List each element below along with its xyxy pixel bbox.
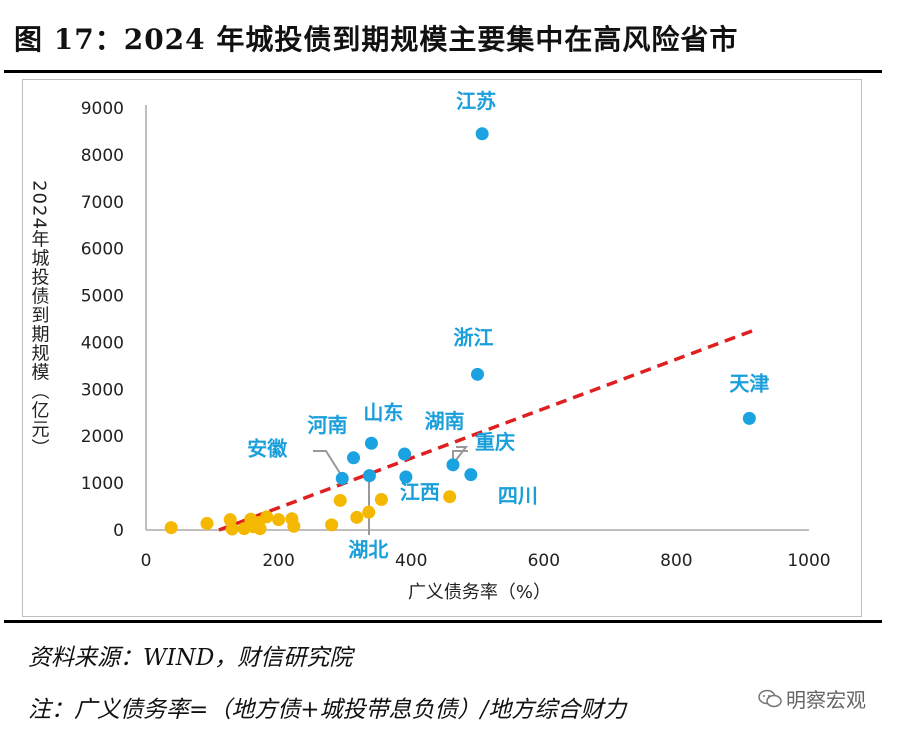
- data-point: [374, 493, 388, 507]
- chart-frame: 0 1000 2000 3000 4000 5000 6000 7000 8000 9000 0 20…: [22, 79, 862, 617]
- y-tick-label: 6000: [81, 240, 124, 260]
- point-label: 山东: [363, 400, 403, 424]
- data-point: [333, 493, 347, 507]
- y-tick-label: 1000: [81, 474, 124, 494]
- data-point-province: [399, 470, 413, 484]
- scatter-chart: 0 1000 2000 3000 4000 5000 6000 7000 8000 9000 0 20…: [29, 89, 831, 603]
- point-label: 天津: [729, 371, 769, 395]
- x-tick-label: 200: [262, 551, 294, 571]
- y-tick-label: 2000: [81, 427, 124, 447]
- x-tick-label: 0: [141, 551, 152, 571]
- bottom-rule: [4, 620, 882, 623]
- data-point: [164, 521, 178, 535]
- leader-line: [313, 450, 344, 479]
- watermark: 明察宏观: [758, 684, 866, 713]
- x-axis-title: 广义债务率（%）: [408, 582, 551, 603]
- y-tick-label: 9000: [81, 99, 124, 119]
- data-point-province: [398, 447, 412, 461]
- data-point: [350, 510, 364, 524]
- source-note: 资料来源：WIND，财信研究院: [28, 645, 353, 671]
- definition-note: 注：广义债务率=（地方债+城投带息负债）/地方综合财力: [28, 697, 627, 723]
- data-point: [200, 516, 214, 530]
- y-tick-label: 8000: [81, 146, 124, 166]
- x-tick-label: 1000: [787, 551, 830, 571]
- data-point: [325, 518, 339, 532]
- data-point: [225, 522, 239, 536]
- leader-line: [452, 446, 469, 465]
- data-point-province: [742, 411, 756, 425]
- data-point: [253, 522, 267, 536]
- data-point-province: [335, 471, 349, 485]
- y-tick-label: 0: [113, 521, 124, 541]
- trendline: [218, 329, 754, 532]
- data-point-province: [475, 127, 489, 141]
- x-tick-label: 800: [660, 551, 692, 571]
- data-point: [443, 490, 457, 504]
- watermark-text: 明察宏观: [786, 688, 866, 712]
- data-point-province: [347, 451, 361, 465]
- point-label: 四川: [498, 484, 538, 508]
- figure-title: 图 17：2024 年城投债到期规模主要集中在高风险省市: [14, 23, 739, 56]
- point-label: 浙江: [454, 325, 494, 349]
- wechat-icon: [758, 689, 782, 707]
- top-rule: [4, 70, 882, 73]
- point-label: 江苏: [456, 89, 496, 113]
- y-tick-label: 3000: [81, 380, 124, 400]
- data-point: [260, 510, 274, 524]
- data-point-province: [464, 468, 478, 482]
- point-label: 安徽: [247, 436, 288, 460]
- x-tick-label: 400: [395, 551, 427, 571]
- y-tick-label: 5000: [81, 287, 124, 307]
- data-point: [287, 519, 301, 533]
- y-tick-label: 4000: [81, 333, 124, 353]
- point-label: 重庆: [475, 430, 515, 454]
- point-label: 湖南: [425, 409, 465, 433]
- y-axis-title: 2024年城投债到期规模（亿元）: [29, 180, 50, 458]
- data-point-province: [362, 469, 376, 483]
- data-point-province: [364, 436, 378, 450]
- point-label: 江西: [400, 480, 440, 504]
- point-label: 湖北: [348, 538, 388, 562]
- data-point: [362, 505, 376, 519]
- x-tick-label: 600: [528, 551, 560, 571]
- y-tick-label: 7000: [81, 193, 124, 213]
- point-label: 河南: [308, 413, 348, 437]
- data-point-province: [471, 367, 484, 381]
- data-point-province: [446, 458, 460, 472]
- data-point: [272, 513, 286, 527]
